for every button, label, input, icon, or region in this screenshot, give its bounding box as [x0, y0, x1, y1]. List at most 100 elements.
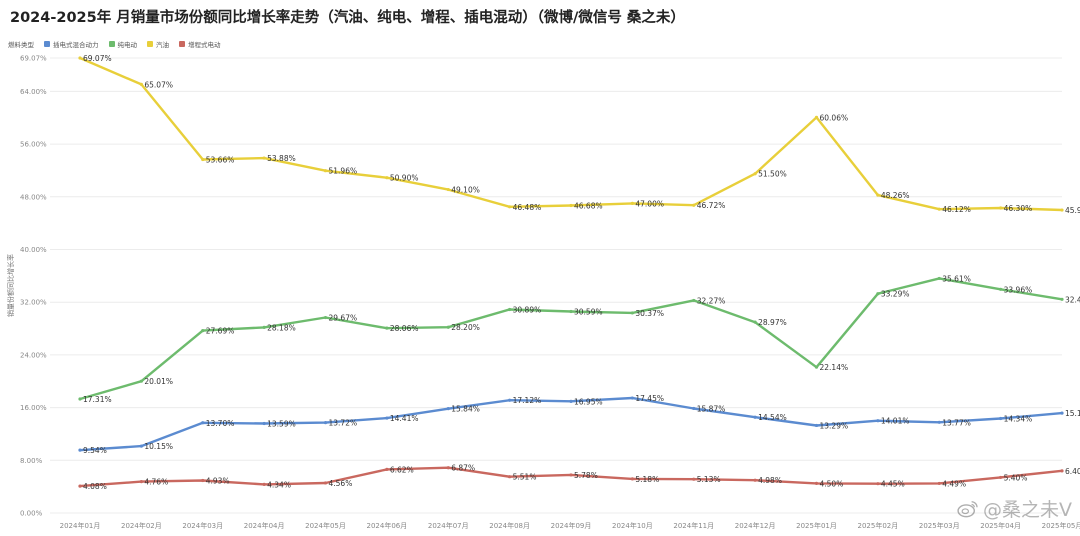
data-label: 4.45%	[881, 480, 905, 489]
data-point	[692, 406, 696, 411]
data-point	[753, 478, 757, 482]
data-label: 5.18%	[635, 475, 659, 484]
data-point	[569, 473, 573, 477]
data-point	[78, 56, 82, 60]
data-label: 4.56%	[329, 479, 353, 488]
data-point	[999, 287, 1003, 291]
series-line	[79, 56, 1063, 212]
data-label: 4.49%	[942, 479, 966, 488]
data-point	[139, 379, 143, 383]
data-label: 65.07%	[144, 80, 173, 89]
data-label: 5.78%	[574, 471, 598, 480]
data-point	[814, 365, 819, 369]
data-point	[78, 484, 82, 488]
data-point	[876, 482, 880, 486]
data-label: 48.26%	[881, 191, 910, 200]
legend-title: 燃料类型	[8, 41, 34, 49]
x-tick-label: 2024年08月	[489, 521, 530, 530]
data-label: 17.31%	[83, 395, 112, 404]
y-axis-label: 销量份额同比增长率	[6, 254, 15, 317]
data-label: 4.50%	[820, 479, 844, 488]
data-label: 33.96%	[1004, 285, 1033, 294]
data-label: 28.20%	[451, 323, 480, 332]
data-label: 46.68%	[574, 201, 603, 210]
data-label: 51.50%	[758, 170, 787, 179]
data-label: 14.34%	[1004, 415, 1033, 424]
data-label: 29.67%	[329, 314, 358, 323]
data-point	[630, 201, 634, 205]
legend-swatch-erev	[179, 41, 185, 47]
data-label: 15.16%	[1065, 409, 1080, 418]
data-label: 9.54%	[83, 446, 107, 455]
data-label: 5.13%	[697, 475, 721, 484]
data-label: 6.62%	[390, 465, 414, 474]
y-axis-ticks: 0.00% 8.00% 16.00% 24.00% 32.00% 40.00% 48.00%…	[20, 55, 47, 518]
watermark-text: @桑之未V	[983, 499, 1072, 521]
weibo-icon	[957, 500, 978, 517]
data-point	[753, 415, 757, 419]
data-label: 13.72%	[329, 419, 358, 428]
data-point	[201, 157, 205, 162]
data-label: 28.18%	[267, 323, 296, 332]
chart-title: 2024-2025年 月销量市场份额同比增长率走势（汽油、纯电、增程、插电混动）…	[10, 10, 685, 26]
data-point	[508, 205, 512, 209]
data-point	[323, 315, 328, 320]
data-point	[692, 298, 696, 303]
data-label: 33.29%	[881, 290, 910, 299]
data-label: 47.00%	[635, 199, 664, 208]
y-tick-label: 0.00%	[20, 510, 43, 518]
legend-item-gasoline[interactable]: 汽油	[147, 39, 169, 49]
data-point	[692, 477, 696, 481]
y-tick-label: 40.00%	[20, 246, 47, 254]
data-label: 6.40%	[1065, 467, 1080, 476]
data-label: 49.10%	[451, 186, 480, 195]
legend-item-bev[interactable]: 纯电动	[108, 39, 138, 49]
legend-item-phev[interactable]: 插电式混合动力	[44, 39, 99, 49]
watermark: @桑之未V	[957, 495, 1072, 522]
legend-label-bev: 纯电动	[117, 41, 138, 49]
legend: 燃料类型 插电式混合动力 纯电动 汽油 增程式电动	[8, 38, 221, 50]
data-label: 14.54%	[758, 413, 787, 422]
x-tick-label: 2025年02月	[858, 521, 899, 530]
data-label: 46.48%	[513, 203, 542, 212]
series-lines	[78, 56, 1064, 488]
data-label: 4.08%	[83, 482, 107, 491]
data-point	[876, 193, 880, 197]
data-label: 15.84%	[451, 405, 480, 414]
y-tick-label: 56.00%	[20, 141, 47, 149]
data-point	[1060, 208, 1064, 212]
x-tick-label: 2024年11月	[673, 521, 714, 530]
data-label: 20.01%	[144, 377, 173, 386]
data-label: 14.01%	[881, 417, 910, 426]
y-tick-label: 16.00%	[20, 404, 47, 412]
data-point	[446, 325, 450, 329]
data-label: 6.87%	[451, 464, 475, 473]
x-tick-label: 2025年01月	[796, 521, 837, 530]
data-label: 17.12%	[513, 396, 542, 405]
y-tick-label: 48.00%	[20, 193, 47, 201]
data-point	[262, 156, 266, 160]
data-point	[508, 475, 512, 479]
legend-label-gasoline: 汽油	[156, 41, 169, 49]
x-tick-label: 2024年06月	[367, 521, 408, 530]
data-label: 69.07%	[83, 54, 112, 63]
data-label: 30.37%	[635, 309, 664, 318]
x-tick-label: 2025年05月	[1042, 521, 1080, 530]
data-point	[508, 307, 512, 312]
y-tick-label: 69.07%	[20, 55, 47, 63]
data-point	[262, 482, 266, 487]
data-label: 46.72%	[697, 201, 726, 210]
data-point	[630, 311, 634, 315]
x-tick-label: 2025年03月	[919, 521, 960, 530]
data-point	[753, 320, 757, 324]
data-label: 10.15%	[144, 442, 173, 451]
data-label: 13.59%	[267, 419, 296, 428]
legend-item-erev[interactable]: 增程式电动	[179, 39, 221, 49]
x-tick-label: 2024年02月	[121, 521, 162, 530]
data-label: 17.45%	[635, 394, 664, 403]
x-tick-label: 2025年04月	[980, 521, 1021, 530]
data-point	[1060, 469, 1064, 473]
data-point	[937, 207, 941, 211]
data-label: 22.14%	[820, 363, 849, 372]
